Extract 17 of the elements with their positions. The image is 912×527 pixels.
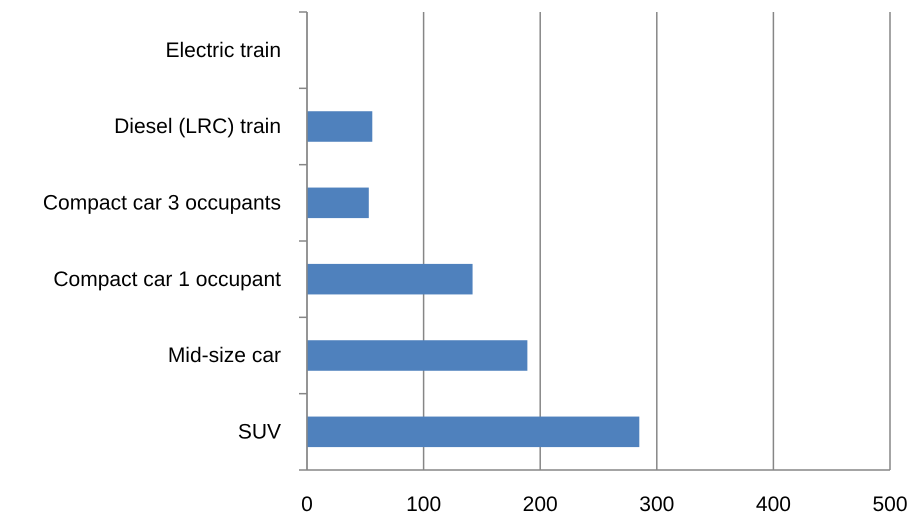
x-tick-label: 300 (639, 492, 674, 516)
x-tick-label: 0 (301, 492, 313, 516)
bar (307, 264, 473, 294)
x-tick-label: 400 (756, 492, 791, 516)
bar (307, 111, 372, 142)
bar (307, 416, 640, 448)
y-tick-label: Mid-size car (168, 344, 281, 368)
y-tick-label: Diesel (LRC) train (114, 115, 281, 138)
y-tick-label: SUV (238, 420, 281, 444)
bar (307, 188, 369, 218)
x-tick-label: 500 (872, 492, 908, 516)
bar (307, 340, 528, 371)
x-tick-label: 100 (406, 492, 442, 516)
x-tick-label: 200 (522, 492, 558, 516)
y-tick-label: Compact car 1 occupant (53, 268, 282, 291)
y-tick-label: Electric train (165, 38, 281, 62)
y-tick-label: Compact car 3 occupants (42, 192, 281, 215)
